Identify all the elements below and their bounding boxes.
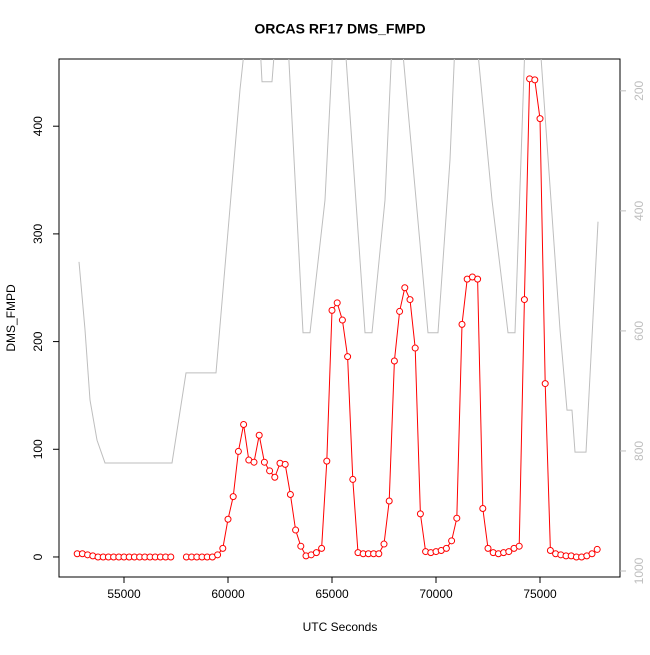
data-point <box>234 447 242 455</box>
data-point <box>536 115 544 123</box>
series-line <box>78 59 599 464</box>
y2-tick-label: 400 <box>632 201 646 221</box>
data-point <box>396 307 404 315</box>
data-point <box>224 515 232 523</box>
data-point <box>281 460 289 468</box>
data-point <box>167 553 175 561</box>
data-point <box>250 458 258 466</box>
data-point <box>271 473 279 481</box>
y2-tick-label: 800 <box>632 441 646 461</box>
data-point <box>588 550 596 558</box>
data-point <box>344 353 352 361</box>
data-point <box>448 537 456 545</box>
plot-frame <box>58 58 621 578</box>
x-tick-label: 70000 <box>419 587 453 601</box>
data-point <box>479 505 487 513</box>
data-point <box>255 431 263 439</box>
data-point <box>312 549 320 557</box>
data-point <box>385 497 393 505</box>
data-point <box>219 544 227 552</box>
data-point <box>458 320 466 328</box>
data-point <box>484 544 492 552</box>
data-point <box>401 284 409 292</box>
data-point <box>229 493 237 501</box>
y-tick-label: 300 <box>31 224 45 244</box>
x-tick-label: 60000 <box>211 587 245 601</box>
y-tick-label: 400 <box>31 116 45 136</box>
data-point <box>453 514 461 522</box>
y-axis-label: DMS_FMPD <box>4 284 18 352</box>
data-point <box>266 467 274 475</box>
data-point <box>328 306 336 314</box>
x-tick-label: 55000 <box>107 587 141 601</box>
data-point <box>323 457 331 465</box>
y-tick-label: 200 <box>31 331 45 351</box>
data-point <box>406 296 414 304</box>
data-point <box>297 542 305 550</box>
data-point <box>442 544 450 552</box>
data-point <box>531 76 539 84</box>
y2-tick-label: 600 <box>632 321 646 341</box>
y-tick-label: 0 <box>31 553 45 560</box>
data-point <box>349 475 357 483</box>
data-point <box>380 540 388 548</box>
data-point <box>515 542 523 550</box>
data-point <box>333 299 341 307</box>
data-point <box>240 421 248 429</box>
data-point <box>474 275 482 283</box>
data-point <box>286 491 294 499</box>
data-point <box>593 545 601 553</box>
data-point <box>318 544 326 552</box>
data-point <box>390 357 398 365</box>
data-point <box>260 458 268 466</box>
data-point <box>541 380 549 388</box>
chart-title: ORCAS RF17 DMS_FMPD <box>254 21 425 37</box>
data-point <box>338 316 346 324</box>
series-line <box>186 78 598 558</box>
data-point <box>416 510 424 518</box>
data-point <box>411 344 419 352</box>
y2-tick-label: 1000 <box>632 557 646 584</box>
x-axis-label: UTC Seconds <box>303 620 378 634</box>
x-tick-label: 75000 <box>523 587 557 601</box>
data-point <box>214 551 222 559</box>
data-point <box>292 526 300 534</box>
y2-tick-label: 200 <box>632 80 646 100</box>
x-tick-label: 65000 <box>315 587 349 601</box>
data-point <box>520 296 528 304</box>
data-point <box>375 550 383 558</box>
data-point <box>546 547 554 555</box>
data-point <box>505 548 513 556</box>
y-tick-label: 100 <box>31 439 45 459</box>
